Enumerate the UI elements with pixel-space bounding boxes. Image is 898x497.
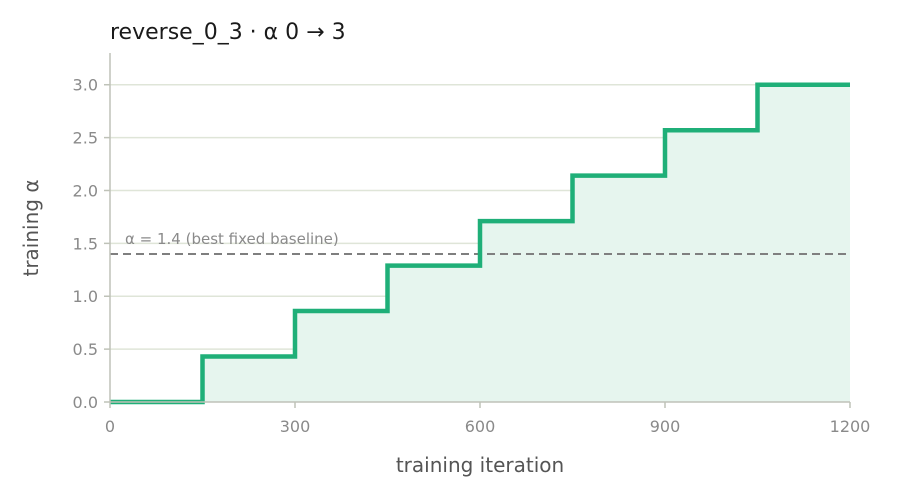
axes	[104, 53, 851, 408]
x-tick-label-0: 0	[105, 417, 115, 436]
x-tick-label-4: 1200	[830, 417, 871, 436]
y-axis-label: training α	[19, 179, 43, 276]
y-tick-label-5: 2.5	[73, 129, 98, 148]
x-axis-label: training iteration	[396, 453, 564, 477]
y-tick-label-1: 0.5	[73, 340, 98, 359]
y-tick-label-4: 2.0	[73, 181, 98, 200]
chart-title: reverse_0_3 · α 0 → 3	[110, 20, 346, 45]
y-tick-label-6: 3.0	[73, 76, 98, 95]
series-0-step-line	[110, 82, 850, 405]
y-tick-label-2: 1.0	[73, 287, 98, 306]
tick-labels: 0.0 0.5 1.0 1.5 2.0 2.5 3.0 0 300 600 900 1200	[73, 76, 871, 436]
x-tick-label-3: 900	[650, 417, 681, 436]
y-tick-label-3: 1.5	[73, 234, 98, 253]
x-tick-label-2: 600	[465, 417, 496, 436]
reference-line-label: α = 1.4 (best fixed baseline)	[125, 230, 339, 248]
series-line-group	[110, 82, 850, 405]
x-tick-label-1: 300	[280, 417, 311, 436]
y-tick-label-0: 0.0	[73, 393, 98, 412]
